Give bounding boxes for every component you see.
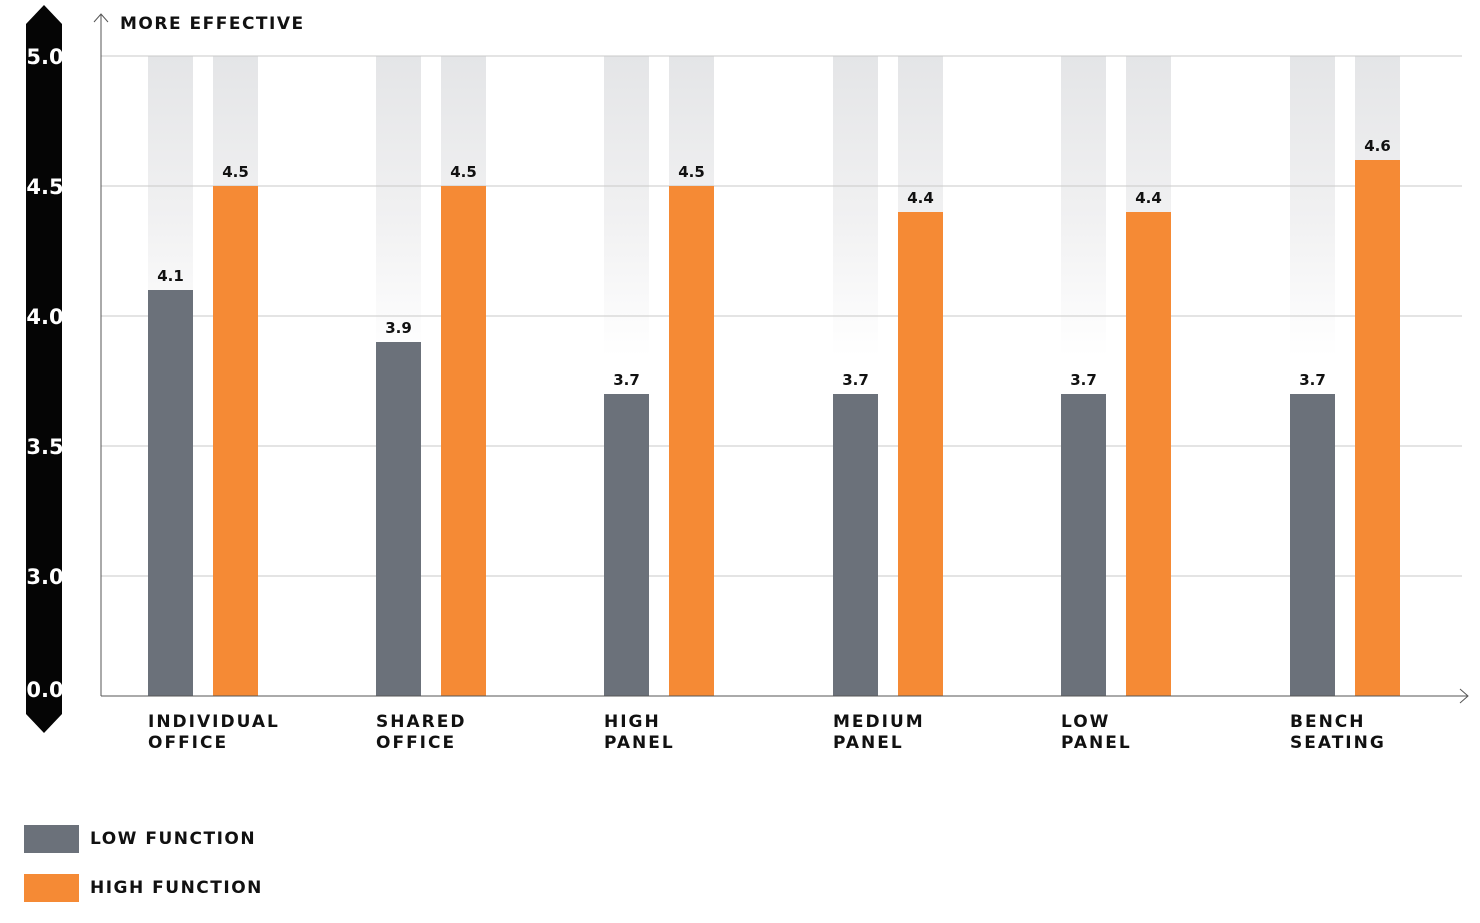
legend-swatch-high-function: [24, 874, 79, 902]
y-tick-label: 3.5: [26, 435, 63, 459]
bar-background-column: [833, 56, 878, 356]
data-label: 4.4: [907, 189, 934, 207]
y-tick-label: 0.0: [26, 678, 63, 702]
bar-low-function: [376, 342, 421, 696]
bar-low-function: [833, 394, 878, 696]
bar-low-function: [1061, 394, 1106, 696]
bar-high-function: [898, 212, 943, 696]
y-tick-label: 3.0: [26, 565, 63, 589]
bar-background-column: [604, 56, 649, 356]
bar-background-column: [1061, 56, 1106, 356]
bar-chart: 4.1 4.5 3.9 4.5 3.7 4.5 3.7 4.4 3.7 4.4 3.7 4.6 0.0…: [26, 5, 1469, 753]
bar-low-function: [148, 290, 193, 696]
data-label: 4.6: [1364, 137, 1391, 155]
x-category-label: LOW: [1061, 712, 1110, 732]
x-category-label: PANEL: [833, 733, 904, 753]
data-label: 3.7: [1070, 371, 1097, 389]
data-label: 3.7: [842, 371, 869, 389]
data-label: 4.1: [157, 267, 184, 285]
x-category-label: PANEL: [604, 733, 675, 753]
bar-background-column: [376, 56, 421, 356]
legend-item-high-function: HIGH FUNCTION: [24, 874, 263, 902]
x-category-label: PANEL: [1061, 733, 1132, 753]
legend-label-high-function: HIGH FUNCTION: [90, 878, 263, 898]
x-category-label: HIGH: [604, 712, 661, 732]
bar-high-function: [669, 186, 714, 696]
y-axis-arrowhead: [93, 13, 109, 23]
x-category-label: SHARED: [376, 712, 466, 732]
bar-low-function: [1290, 394, 1335, 696]
data-label: 3.7: [613, 371, 640, 389]
x-category-label: MEDIUM: [833, 712, 925, 732]
bar-high-function: [1355, 160, 1400, 696]
bar-high-function: [1126, 212, 1171, 696]
y-tick-label: 4.0: [26, 305, 63, 329]
data-label: 4.5: [222, 163, 249, 181]
bar-high-function: [213, 186, 258, 696]
x-category-label: OFFICE: [148, 733, 228, 753]
x-category-label: BENCH: [1290, 712, 1366, 732]
data-label: 4.4: [1135, 189, 1162, 207]
data-label: 4.5: [678, 163, 705, 181]
legend-item-low-function: LOW FUNCTION: [24, 825, 263, 853]
legend-swatch-low-function: [24, 825, 79, 853]
x-category-label: OFFICE: [376, 733, 456, 753]
x-axis-arrowhead: [1459, 688, 1469, 704]
bar-background-column: [1290, 56, 1335, 356]
data-label: 4.5: [450, 163, 477, 181]
legend-label-low-function: LOW FUNCTION: [90, 829, 257, 849]
y-axis-arrow-bar: [26, 5, 62, 733]
bar-high-function: [441, 186, 486, 696]
bar-low-function: [604, 394, 649, 696]
data-label: 3.7: [1299, 371, 1326, 389]
y-axis-title: MORE EFFECTIVE: [120, 14, 305, 34]
x-category-label: INDIVIDUAL: [148, 712, 280, 732]
y-tick-label: 4.5: [26, 175, 63, 199]
x-category-label: SEATING: [1290, 733, 1386, 753]
data-label: 3.9: [385, 319, 412, 337]
legend: LOW FUNCTION HIGH FUNCTION: [24, 825, 263, 923]
y-tick-label: 5.0: [26, 45, 63, 69]
